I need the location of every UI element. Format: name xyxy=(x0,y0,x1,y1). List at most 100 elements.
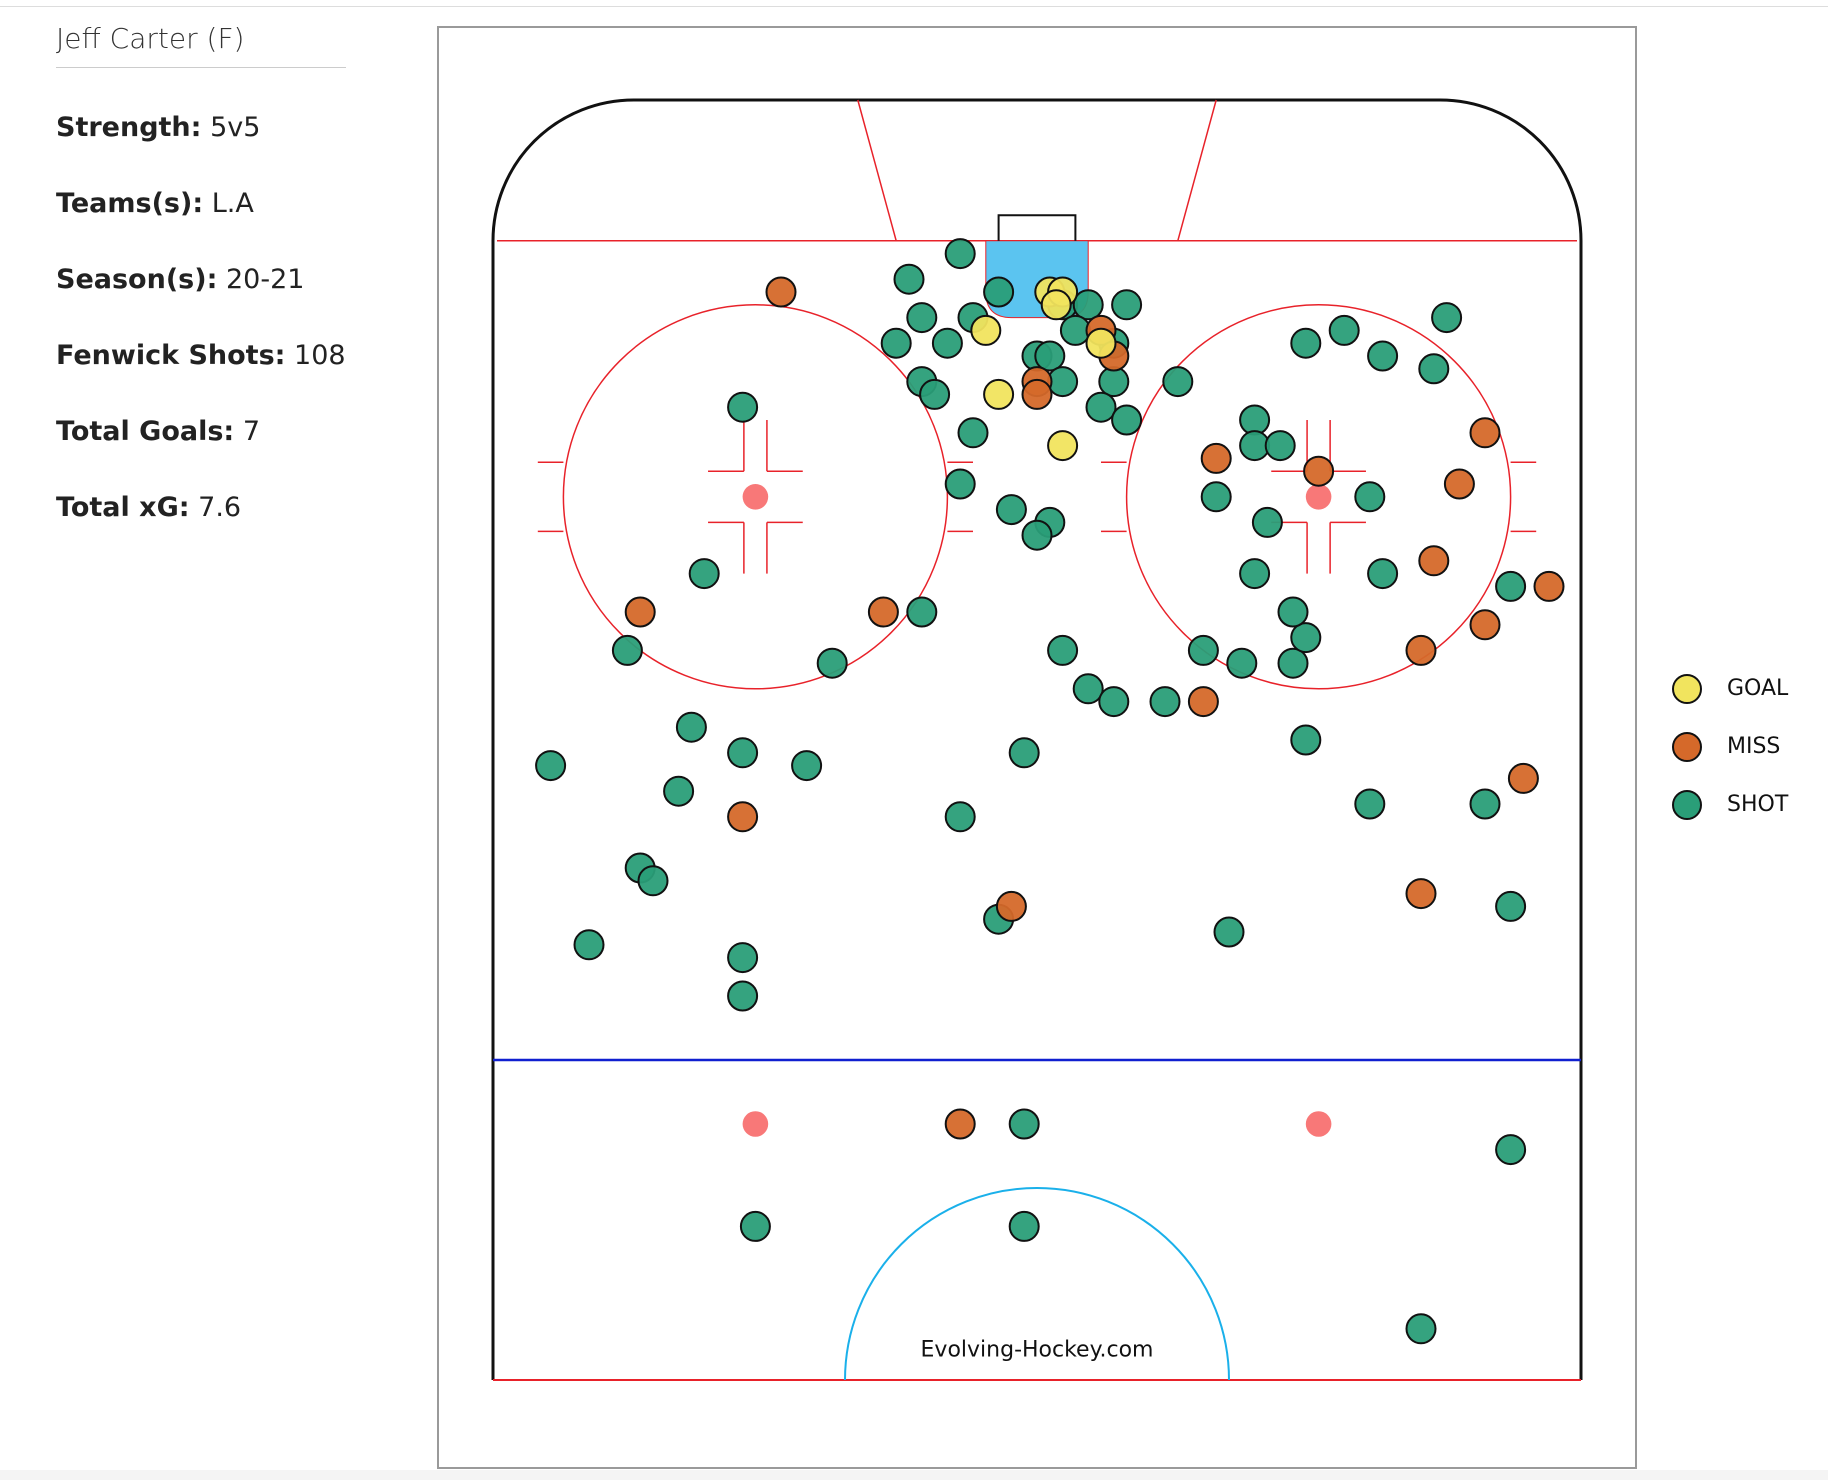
shot-dot xyxy=(1277,596,1309,628)
rink-boards xyxy=(491,98,1583,1380)
neutral-dot xyxy=(742,1111,769,1137)
shot-dot xyxy=(944,238,976,270)
shot-dot xyxy=(739,1210,771,1242)
shot-dot xyxy=(1290,327,1322,359)
faceoff-circle xyxy=(562,304,949,690)
shot-dot xyxy=(957,417,989,449)
shot-dot xyxy=(535,750,567,782)
shot-dot xyxy=(1021,519,1053,551)
faceoff-dot xyxy=(1305,484,1332,510)
trapezoid xyxy=(857,99,897,241)
legend-swatch xyxy=(1672,674,1702,704)
top-divider xyxy=(0,6,1828,7)
player-name: Jeff Carter (F) xyxy=(56,22,346,68)
shot-dot xyxy=(727,391,759,423)
center-circle xyxy=(844,1187,1230,1381)
shot-dot xyxy=(1111,404,1143,436)
shot-dot xyxy=(1495,1134,1527,1166)
stat-value: 7.6 xyxy=(198,492,242,523)
shot-dot xyxy=(1040,289,1072,321)
shot-dot xyxy=(1303,455,1335,487)
shot-dot xyxy=(1328,314,1360,346)
shot-dot xyxy=(919,378,951,410)
shot-dot xyxy=(791,750,823,782)
shot-dot xyxy=(573,929,605,961)
shot-dot xyxy=(1047,430,1079,462)
shot-dot xyxy=(1162,366,1194,398)
shot-dot xyxy=(1367,340,1399,372)
shot-dot xyxy=(688,558,720,590)
shot-dot xyxy=(727,980,759,1012)
stat-label: Season(s): xyxy=(56,264,218,295)
legend-label: MISS xyxy=(1727,734,1780,759)
stat-label: Fenwick Shots: xyxy=(56,340,286,371)
stat-row: Season(s): 20-21 xyxy=(56,264,346,296)
stat-value: 5v5 xyxy=(210,112,261,143)
shot-dot xyxy=(944,801,976,833)
shot-dot xyxy=(906,302,938,334)
shot-dot xyxy=(867,596,899,628)
legend-label: GOAL xyxy=(1727,676,1789,701)
shot-dot xyxy=(1021,378,1053,410)
shot-dot xyxy=(1418,545,1450,577)
stat-value: 20-21 xyxy=(225,264,305,295)
shot-dot xyxy=(816,647,848,679)
shot-dot xyxy=(1213,916,1245,948)
shot-dot xyxy=(1443,468,1475,500)
shot-dot xyxy=(1098,686,1130,718)
shot-dot xyxy=(1290,622,1322,654)
shot-dot xyxy=(1226,647,1258,679)
stat-row: Fenwick Shots: 108 xyxy=(56,340,346,372)
shot-dot xyxy=(1008,1108,1040,1140)
shot-dot xyxy=(1405,634,1437,666)
shot-dot xyxy=(727,942,759,974)
shot-dot xyxy=(1405,1313,1437,1345)
legend-swatch xyxy=(1672,790,1702,820)
shot-dot xyxy=(1085,327,1117,359)
shot-dot xyxy=(970,314,1002,346)
shot-dot xyxy=(1085,391,1117,423)
shot-dot xyxy=(1469,417,1501,449)
shot-dot xyxy=(1072,289,1104,321)
legend-swatch xyxy=(1672,732,1702,762)
shot-dot xyxy=(893,263,925,295)
shot-dot xyxy=(1008,737,1040,769)
stat-row: Strength: 5v5 xyxy=(56,112,346,144)
shot-dot xyxy=(1187,634,1219,666)
shot-dot xyxy=(944,468,976,500)
shot-dot xyxy=(1264,430,1296,462)
shot-dot xyxy=(1533,570,1565,602)
shot-dot xyxy=(1290,724,1322,756)
shot-dot xyxy=(1405,878,1437,910)
shot-dot xyxy=(1200,481,1232,513)
shot-dot xyxy=(1008,1210,1040,1242)
shot-dot xyxy=(1495,570,1527,602)
shot-dot xyxy=(1239,558,1271,590)
shot-dot xyxy=(1469,788,1501,820)
faceoff-circle xyxy=(1125,304,1512,690)
shot-dot xyxy=(1034,340,1066,372)
shot-dot xyxy=(983,276,1015,308)
shot-dot xyxy=(1507,762,1539,794)
shot-dot xyxy=(1047,634,1079,666)
shot-dot xyxy=(1200,442,1232,474)
sidebar: Jeff Carter (F) Strength: 5v5 Teams(s): L… xyxy=(56,22,346,524)
stats: Strength: 5v5 Teams(s): L.A Season(s): 20-… xyxy=(56,112,346,524)
shot-dot xyxy=(1277,647,1309,679)
trapezoid xyxy=(1177,99,1217,241)
shot-dot xyxy=(1251,506,1283,538)
shot-dot xyxy=(727,737,759,769)
stat-value: L.A xyxy=(211,188,254,219)
stat-row: Total xG: 7.6 xyxy=(56,492,346,524)
shot-dot xyxy=(880,327,912,359)
watermark: Evolving-Hockey.com xyxy=(921,1338,1154,1363)
shot-dot xyxy=(675,711,707,743)
stat-row: Teams(s): L.A xyxy=(56,188,346,220)
shot-dot xyxy=(1495,890,1527,922)
legend-label: SHOT xyxy=(1727,792,1789,817)
shot-dot xyxy=(624,596,656,628)
shot-dot xyxy=(637,865,669,897)
chart-frame xyxy=(437,26,1637,1469)
